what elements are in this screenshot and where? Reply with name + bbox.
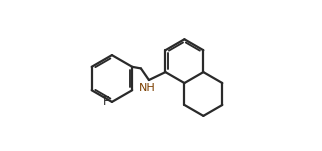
Text: F: F [103, 95, 109, 108]
Text: NH: NH [139, 83, 156, 93]
